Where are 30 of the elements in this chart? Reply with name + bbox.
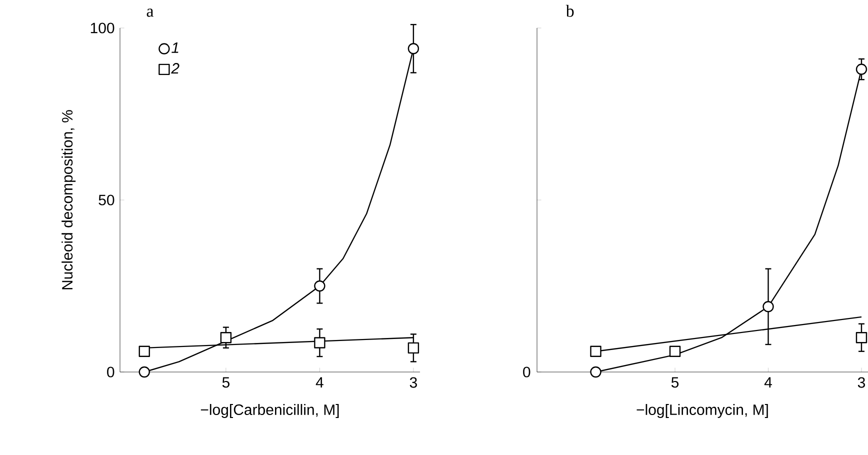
x-tick-label: 5	[671, 377, 679, 388]
chart-title: a	[146, 8, 154, 17]
x-tick-label: 4	[764, 377, 772, 388]
x-tick-label: 4	[316, 377, 324, 388]
point	[408, 43, 420, 54]
x-axis-title: −log[Carbenicillin, M]	[200, 404, 339, 418]
point	[138, 346, 150, 357]
point	[590, 366, 602, 378]
point	[314, 337, 326, 348]
y-tick-label: 0	[107, 366, 114, 378]
y-tick-label: 50	[98, 194, 114, 206]
point	[856, 332, 868, 344]
point	[762, 301, 774, 312]
y-axis-title: Nucleoid decomposition, %	[62, 110, 76, 290]
point	[138, 366, 150, 378]
chart-title: b	[566, 4, 574, 17]
point	[314, 280, 326, 292]
point	[408, 342, 420, 354]
legend-label: 2	[171, 63, 180, 74]
point	[856, 64, 868, 75]
point	[220, 332, 232, 344]
point	[669, 346, 681, 357]
x-tick-label: 5	[222, 377, 230, 388]
x-tick-label: 3	[410, 377, 417, 388]
legend-label: 1	[172, 42, 178, 53]
point	[590, 346, 602, 357]
x-tick-label: 3	[858, 377, 865, 388]
x-axis-title: −log[Lincomycin, M]	[636, 404, 768, 418]
y-tick-label: 100	[90, 22, 114, 34]
text: 0	[523, 366, 530, 378]
